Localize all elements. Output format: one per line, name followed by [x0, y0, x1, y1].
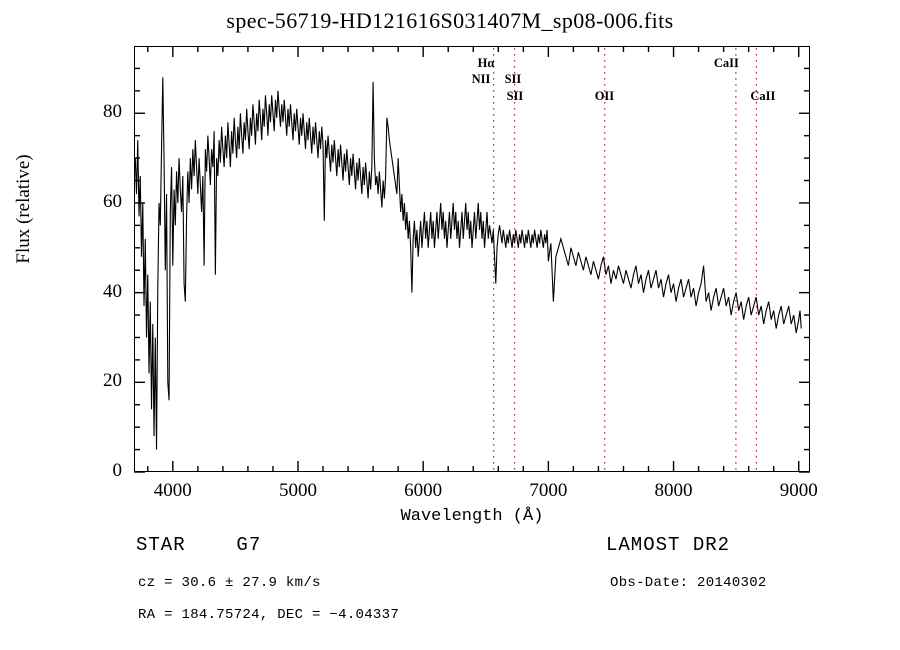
spectral-line-label: SII	[506, 89, 524, 103]
footer-cz: cz = 30.6 ± 27.9 km/s	[138, 575, 321, 591]
x-tick-label: 8000	[654, 480, 693, 501]
marker-lines	[493, 48, 758, 471]
y-tick-label: 60	[103, 190, 122, 212]
x-tick-label: 7000	[529, 480, 568, 501]
spectral-line-label: NII	[471, 72, 491, 86]
x-tick-label: 9000	[779, 480, 818, 501]
spectral-line-label: SII	[504, 72, 522, 86]
x-tick-label: 6000	[404, 480, 443, 501]
axis-ticks	[134, 46, 810, 473]
x-tick-label: 4000	[153, 480, 192, 501]
y-tick-label: 40	[103, 280, 122, 302]
spectral-line-label: OII	[594, 89, 615, 103]
plot-frame	[134, 46, 810, 472]
spectral-line-label: CaII	[713, 56, 739, 70]
footer-coords: RA = 184.75724, DEC = −4.04337	[138, 607, 400, 623]
footer-survey: LAMOST DR2	[606, 534, 731, 556]
footer-obs-date: Obs-Date: 20140302	[610, 575, 767, 591]
spectral-class-text: G7	[236, 534, 262, 556]
spectrum-curve	[134, 77, 802, 450]
footer-object-type: STAR G7	[136, 534, 261, 556]
x-axis-label: Wavelength (Å)	[400, 507, 544, 526]
object-type-text: STAR	[136, 534, 186, 556]
spectral-line-label: CaII	[750, 89, 776, 103]
spectral-line-label: Hα	[477, 56, 495, 70]
y-axis-label: Flux (relative)	[13, 154, 34, 264]
page-title: spec-56719-HD121616S031407M_sp08-006.fit…	[226, 8, 674, 33]
y-tick-label: 20	[103, 370, 122, 392]
x-tick-label: 5000	[278, 480, 317, 501]
y-tick-label: 0	[112, 460, 123, 481]
y-tick-label: 80	[103, 101, 122, 123]
